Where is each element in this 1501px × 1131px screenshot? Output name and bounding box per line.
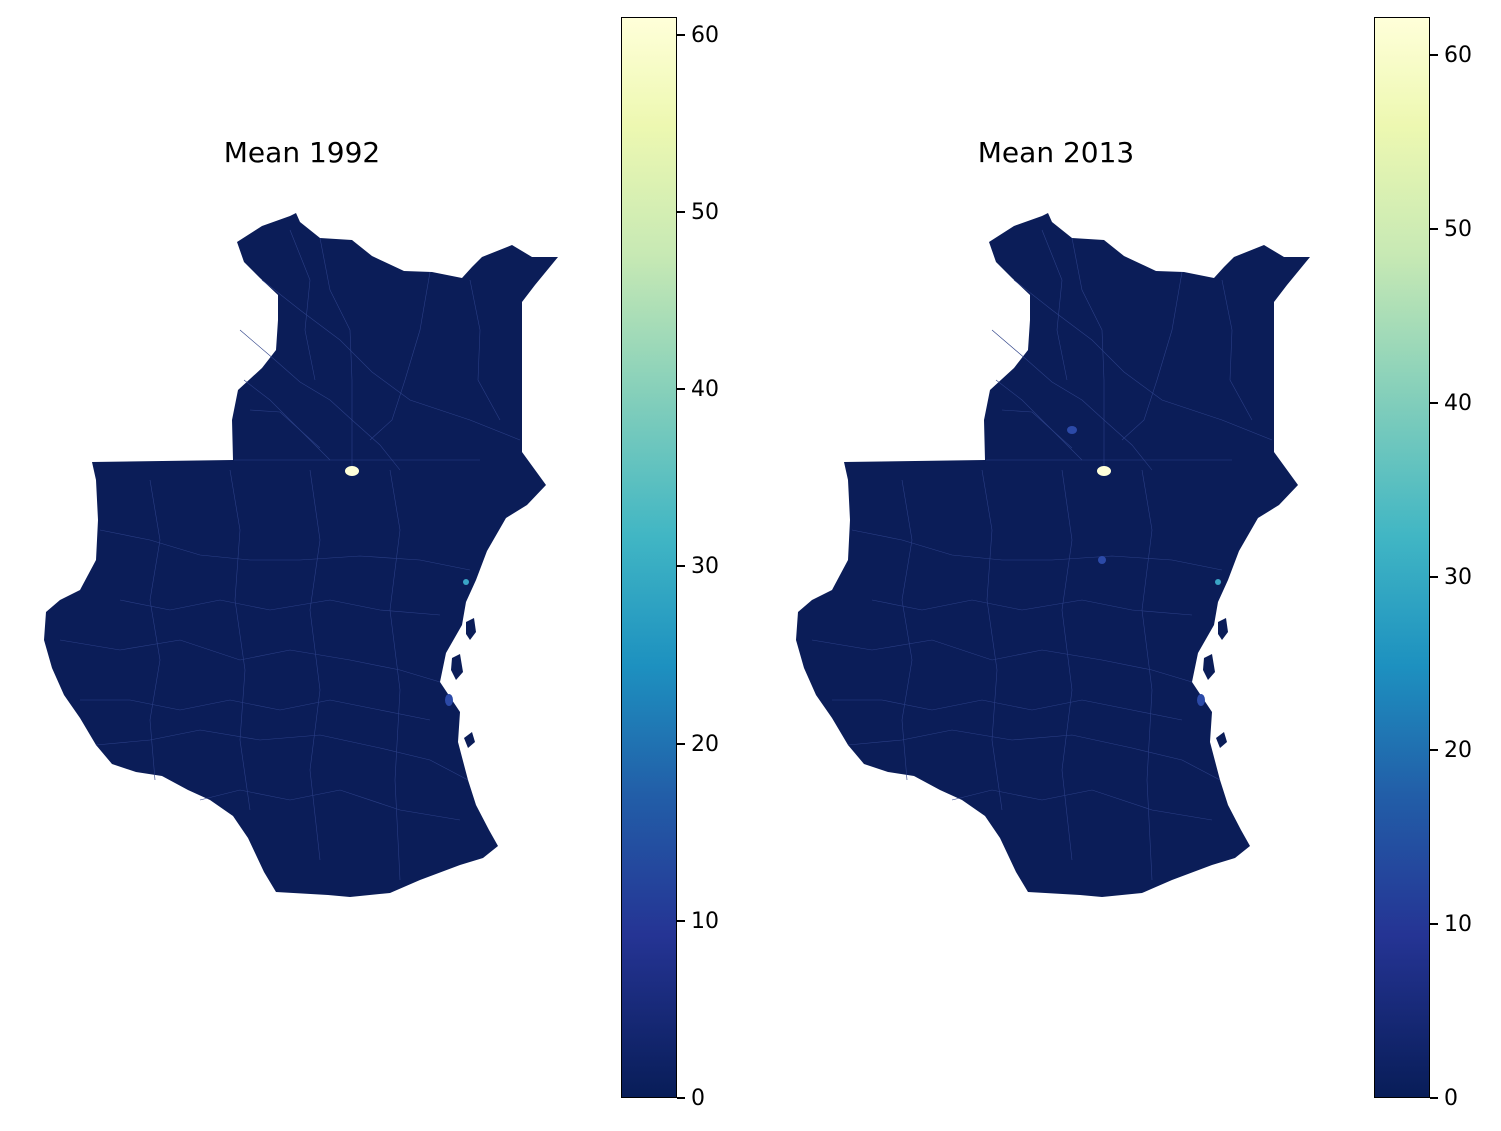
district-boundary xyxy=(901,479,913,781)
colorbar xyxy=(1374,17,1430,1098)
island-shape xyxy=(1218,618,1228,640)
tick-mark xyxy=(1430,749,1438,752)
hotspot-mombasa xyxy=(463,579,469,585)
hotspot-kisumu xyxy=(1067,426,1077,434)
tick-label: 40 xyxy=(1444,390,1472,416)
tick-label: 0 xyxy=(691,1086,705,1111)
district-boundary xyxy=(119,599,441,616)
tick-label: 40 xyxy=(691,377,719,403)
tick-label: 10 xyxy=(1444,912,1472,938)
district-boundaries xyxy=(59,229,521,881)
island-shape xyxy=(451,654,463,680)
east-africa-region-shape xyxy=(796,213,1310,897)
island-shape xyxy=(1203,654,1215,680)
tick-mark xyxy=(1430,228,1438,231)
island-shape xyxy=(466,618,476,640)
district-boundary xyxy=(1141,469,1153,881)
district-boundary xyxy=(951,789,1213,821)
tick-label: 10 xyxy=(691,908,719,934)
tick-mark xyxy=(677,742,685,745)
tick-mark xyxy=(1430,923,1438,926)
district-boundary xyxy=(871,599,1193,616)
hotspot-dar-es-salaam xyxy=(1197,694,1205,706)
district-boundary xyxy=(59,639,441,683)
district-boundary xyxy=(991,329,1153,471)
district-boundary xyxy=(239,329,401,471)
district-boundary xyxy=(99,529,471,571)
tick-label: 0 xyxy=(1444,1086,1458,1111)
district-boundary xyxy=(149,479,161,781)
tick-label: 30 xyxy=(691,554,719,580)
district-boundary xyxy=(309,469,321,861)
hotspot-arusha xyxy=(1098,556,1106,564)
choropleth-map xyxy=(44,213,558,897)
tick-mark xyxy=(677,565,685,568)
tick-mark xyxy=(677,919,685,922)
district-boundary xyxy=(1041,229,1068,381)
tick-label: 60 xyxy=(1444,43,1472,69)
choropleth-map xyxy=(796,213,1310,897)
district-boundary xyxy=(469,279,501,421)
district-boundary xyxy=(319,237,353,470)
island-shape xyxy=(464,732,475,748)
tick-mark xyxy=(1430,1097,1438,1099)
tick-label: 20 xyxy=(691,731,719,757)
district-boundary xyxy=(811,639,1193,683)
tick-mark xyxy=(1430,54,1438,57)
hotspot-core xyxy=(350,468,354,472)
island-shape xyxy=(1216,732,1227,748)
district-boundary xyxy=(1013,279,1273,441)
mainland-shape xyxy=(796,213,1310,897)
district-boundaries xyxy=(811,229,1273,881)
panel-title: Mean 2013 xyxy=(977,136,1135,169)
tick-mark xyxy=(1430,575,1438,578)
hotspot-mombasa xyxy=(1215,579,1221,585)
mainland-shape xyxy=(44,213,558,897)
tick-label: 50 xyxy=(691,199,719,225)
tick-mark xyxy=(677,210,685,213)
hotspots xyxy=(345,466,469,706)
east-africa-region-shape xyxy=(44,213,558,897)
tick-label: 30 xyxy=(1444,564,1472,590)
district-boundary xyxy=(995,379,1083,461)
district-boundary xyxy=(249,409,321,449)
district-boundary xyxy=(229,469,251,811)
district-boundary xyxy=(80,699,431,721)
tick-mark xyxy=(677,1097,685,1099)
tick-label: 50 xyxy=(1444,217,1472,243)
tick-label: 20 xyxy=(1444,738,1472,764)
district-boundary xyxy=(261,279,521,441)
tick-mark xyxy=(677,388,685,391)
district-boundary xyxy=(851,529,1223,571)
tick-mark xyxy=(1430,401,1438,404)
map-panel-1992: Mean 1992 0 10 20 30 40 50 60 xyxy=(0,0,750,1131)
hotspots xyxy=(1067,426,1221,706)
district-boundary xyxy=(369,271,431,441)
hotspot-dar-es-salaam xyxy=(445,694,453,706)
tick-label: 60 xyxy=(691,22,719,48)
tick-mark xyxy=(677,33,685,36)
district-boundary xyxy=(289,229,316,381)
panel-title: Mean 1992 xyxy=(223,136,381,169)
district-boundary xyxy=(1221,279,1253,421)
district-boundary xyxy=(981,469,1003,811)
district-boundary xyxy=(389,469,401,881)
district-boundary xyxy=(847,729,1221,781)
map-panel-2013: Mean 2013 0 10 20 30 40 50 60 xyxy=(752,0,1501,1131)
district-boundary xyxy=(1001,409,1073,449)
district-boundary xyxy=(1071,237,1105,470)
district-boundary xyxy=(1061,469,1073,861)
district-boundary xyxy=(1121,271,1183,441)
district-boundary xyxy=(199,789,461,821)
district-boundary xyxy=(95,729,469,781)
hotspot-core xyxy=(1102,468,1106,472)
district-boundary xyxy=(243,379,331,461)
colorbar xyxy=(621,17,677,1098)
district-boundary xyxy=(832,699,1183,721)
